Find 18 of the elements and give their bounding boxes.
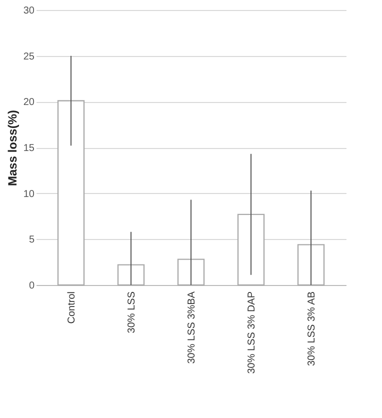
bar xyxy=(117,264,145,286)
bar xyxy=(237,214,265,286)
x-tick-label: 30% LSS 3%BA xyxy=(186,291,198,364)
y-tick-label: 10 xyxy=(23,188,35,200)
x-tick-label: 30% LSS 3% AB xyxy=(306,291,318,366)
x-tick-label: 30% LSS xyxy=(126,291,138,334)
y-tick-label: 5 xyxy=(28,234,35,246)
bar xyxy=(177,258,205,286)
y-tick-label: 30 xyxy=(23,6,35,16)
y-axis-title: Mass loss(%) xyxy=(5,110,20,186)
bar xyxy=(57,100,85,286)
y-tick-label: 25 xyxy=(23,51,35,62)
bar xyxy=(297,244,325,286)
x-tick-label: 30% LSS 3% DAP xyxy=(246,291,258,374)
y-tick-label: 0 xyxy=(28,280,35,292)
y-tick-label: 20 xyxy=(23,97,35,108)
y-tick-label: 15 xyxy=(23,143,35,154)
x-tick-label: Control xyxy=(66,292,78,324)
